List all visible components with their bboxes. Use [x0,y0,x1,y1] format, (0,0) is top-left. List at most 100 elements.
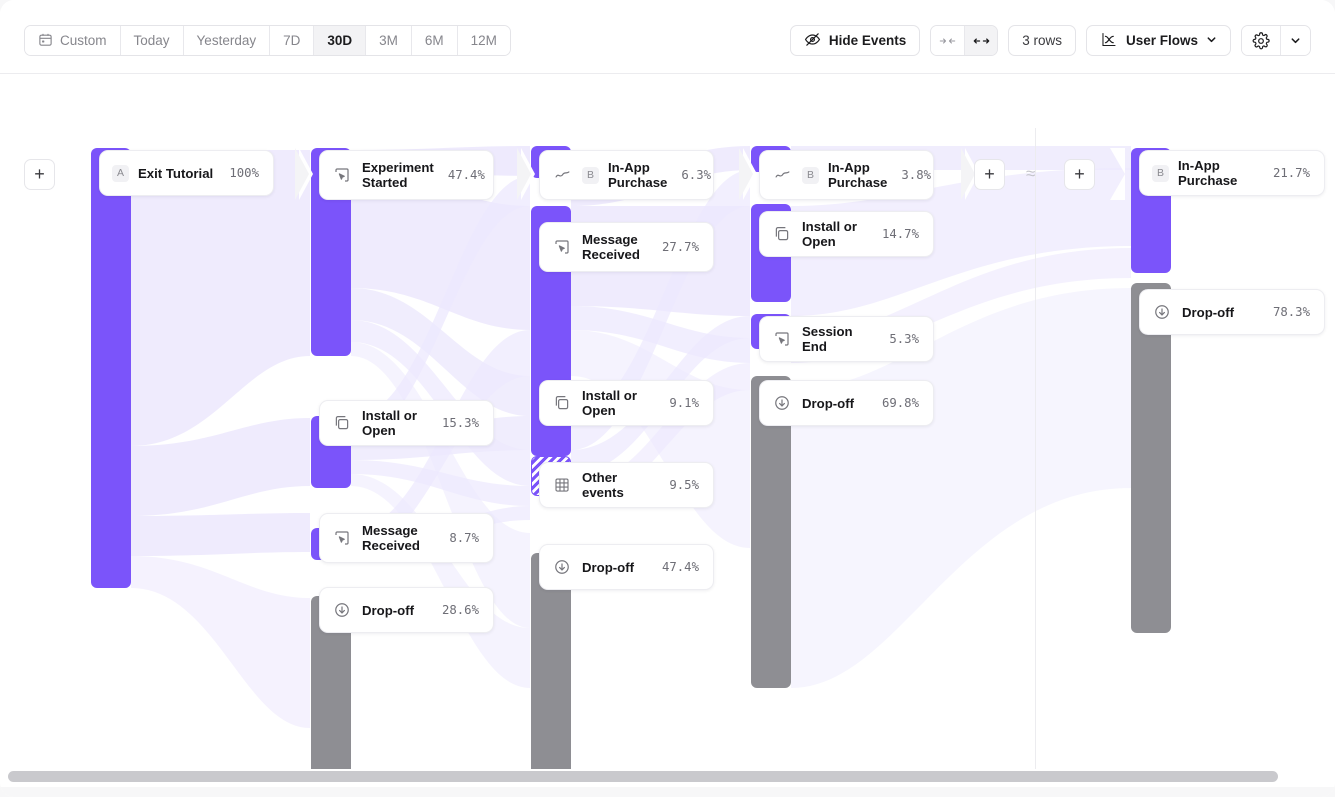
date-range-30d[interactable]: 30D [314,26,367,55]
sankey-node-message-received-c2[interactable]: Message Received 27.7% [539,222,714,272]
view-type-label: User Flows [1125,33,1198,48]
trend-icon [772,165,792,185]
collapse-horizontal-icon-button[interactable] [931,26,965,55]
date-range-custom[interactable]: Custom [25,26,121,55]
copy-icon [772,224,792,244]
add-step-right-label: + [1074,164,1085,184]
sankey-node-other-events[interactable]: Other events 9.5% [539,462,714,508]
sankey-node-dropoff-final[interactable]: Drop-off 78.3% [1139,289,1325,335]
toolbar-actions: Hide Events 3 rows [789,25,1311,56]
rows-count-button[interactable]: 3 rows [1008,25,1076,56]
node-label: In-App Purchase [828,160,888,190]
copy-icon [332,413,352,433]
sankey-node-dropoff-c3[interactable]: Drop-off 69.8% [759,380,934,426]
node-badge-b: B [1152,164,1169,182]
trend-icon [552,165,572,185]
sankey-node-dropoff-c1[interactable]: Drop-off 28.6% [319,587,494,633]
date-range-12m[interactable]: 12M [457,26,510,55]
date-range-yesterday[interactable]: Yesterday [183,26,271,55]
node-label: In-App Purchase [1178,158,1238,188]
add-step-right-button[interactable]: + [1064,159,1095,190]
sankey-node-install-or-open-c3[interactable]: Install or Open 14.7% [759,211,934,257]
sankey-node-install-or-open-c1[interactable]: Install or Open 15.3% [319,400,494,446]
date-range-3m[interactable]: 3M [366,26,412,55]
hide-events-label: Hide Events [828,33,907,48]
hide-events-button[interactable]: Hide Events [789,25,921,56]
node-label: Message Received [582,232,640,262]
arrow-down-circle-icon [552,557,572,577]
node-value: 21.7% [1272,166,1310,180]
sankey-node-session-end[interactable]: Session End 5.3% [759,316,934,362]
date-range-7d[interactable]: 7D [270,26,315,55]
node-badge-b: B [802,166,819,184]
date-range-30d-label: 30D [327,33,353,48]
sankey-node-in-app-purchase-c3[interactable]: B In-App Purchase 3.8% [759,150,934,200]
settings-caret-button[interactable] [1280,26,1310,55]
add-step-start-button[interactable]: + [24,159,55,190]
grid-icon [552,475,572,495]
cursor-click-icon [332,165,352,185]
horizontal-scrollbar-thumb[interactable] [8,771,1278,782]
sankey-bar-dropoff-c3[interactable] [751,376,791,688]
cursor-click-icon [332,528,352,548]
sankey-node-message-received-c1[interactable]: Message Received 8.7% [319,513,494,563]
sankey-node-dropoff-c2[interactable]: Drop-off 47.4% [539,544,714,590]
node-label: Drop-off [582,559,634,575]
node-value: 6.3% [681,168,712,182]
add-step-left-label: + [984,164,995,184]
node-value: 15.3% [441,416,479,430]
node-value: 27.7% [661,240,699,254]
flow-chart-icon [1100,31,1118,51]
sankey-node-exit-tutorial[interactable]: A Exit Tutorial 100% [99,150,274,196]
sankey-node-install-or-open-c2[interactable]: Install or Open 9.1% [539,380,714,426]
toolbar: Custom Today Yesterday 7D 30D 3M 6M 12M … [0,0,1335,74]
date-range-today[interactable]: Today [120,26,184,55]
node-label: Other events [582,470,624,500]
sankey-canvas[interactable]: A Exit Tutorial 100% Experiment Started … [0,128,1335,769]
node-label: Install or Open [582,388,637,418]
node-label: Exit Tutorial [138,165,214,181]
node-badge-b: B [582,166,599,184]
sankey-node-in-app-purchase-final[interactable]: B In-App Purchase 21.7% [1139,150,1325,196]
node-label: Drop-off [1182,304,1234,320]
date-range-segmented-control[interactable]: Custom Today Yesterday 7D 30D 3M 6M 12M [24,25,511,56]
settings-split-button[interactable] [1241,25,1311,56]
chevron-down-icon [1206,33,1217,48]
rows-count-label: 3 rows [1022,33,1062,48]
calendar-icon [38,32,53,50]
arrow-down-circle-icon [1152,302,1172,322]
node-value: 28.6% [441,603,479,617]
width-toggle-group[interactable] [930,25,999,56]
copy-icon [552,393,572,413]
node-badge-a: A [112,164,129,182]
sankey-bar-dropoff-final[interactable] [1131,283,1171,633]
node-value: 9.5% [669,478,699,492]
expand-horizontal-icon-button[interactable] [964,26,998,55]
node-value: 47.4% [447,168,485,182]
sankey-node-in-app-purchase-c2[interactable]: B In-App Purchase 6.3% [539,150,714,200]
node-label: Install or Open [802,219,857,249]
node-label: Experiment Started [362,160,434,190]
date-range-today-label: Today [133,33,170,48]
date-range-7d-label: 7D [283,33,301,48]
date-range-custom-label: Custom [60,33,107,48]
sankey-node-experiment-started[interactable]: Experiment Started 47.4% [319,150,494,200]
add-step-left-button[interactable]: + [974,159,1005,190]
node-value: 3.8% [901,168,932,182]
node-label: In-App Purchase [608,160,668,190]
sankey-bar-exit-tutorial[interactable] [91,148,131,588]
node-label: Install or Open [362,408,417,438]
horizontal-scrollbar[interactable] [0,771,1335,783]
breadcrumb-end-notch [1110,148,1125,200]
node-label: Message Received [362,523,420,553]
node-value: 100% [229,166,259,180]
wiggle-separator-icon: ≈ [1026,164,1036,183]
node-label: Drop-off [802,395,854,411]
node-value: 14.7% [881,227,919,241]
date-range-6m[interactable]: 6M [411,26,458,55]
gear-icon-button[interactable] [1242,26,1280,55]
arrow-down-circle-icon [332,600,352,620]
date-range-yesterday-label: Yesterday [196,33,257,48]
date-range-12m-label: 12M [470,33,497,48]
view-type-dropdown[interactable]: User Flows [1085,25,1231,56]
